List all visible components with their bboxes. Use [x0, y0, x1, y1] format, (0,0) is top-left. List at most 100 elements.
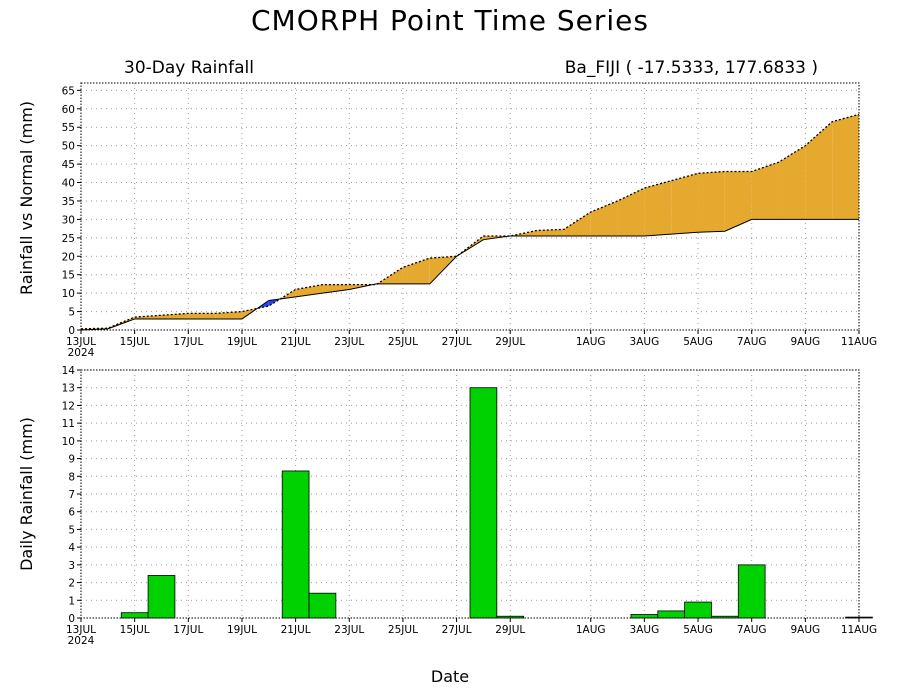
panel2-y-tick-label: 6 [68, 507, 75, 519]
daily-rainfall-bar [657, 610, 686, 619]
panel1-x-tick-label: 15JUL [120, 336, 150, 348]
above-normal-area [456, 235, 484, 257]
panel1-y-tick-label: 60 [62, 104, 75, 116]
above-normal-area [751, 162, 779, 220]
panel1-x-tick-label: 3AUG [630, 336, 660, 348]
above-normal-area [698, 171, 725, 233]
panel1-x-tick-label: 19JUL [227, 336, 257, 348]
panel2-x-tick-label: 1AUG [576, 624, 606, 636]
panel1-x-tick-label: 29JUL [495, 336, 525, 348]
panel1-x-tick-label: 17JUL [173, 336, 203, 348]
panel1-y-tick-label: 45 [62, 159, 75, 171]
panel2-y-tick-label: 7 [68, 489, 75, 501]
daily-rainfall-bar [684, 601, 712, 619]
panel1-frame [80, 82, 860, 331]
daily-rainfall-bars [120, 387, 873, 619]
daily-rainfall-bar [308, 592, 337, 619]
panel1-y-tick-label: 40 [62, 178, 75, 190]
panel2-y-tick-label: 0 [68, 613, 75, 625]
panel1-x-tick-label: 27JUL [442, 336, 472, 348]
daily-rainfall-bar [147, 575, 176, 619]
panel2-y-axis-label: Daily Rainfall (mm) [17, 417, 36, 571]
panel1-x-tick-label: 11AUG [841, 336, 877, 348]
above-normal-area [617, 188, 645, 236]
panel2-y-tick-label: 5 [68, 524, 75, 536]
panel2-y-tick-label: 9 [68, 454, 75, 466]
above-normal-area [805, 121, 833, 220]
daily-rainfall-bar [469, 387, 498, 619]
panel2-x-tick-label: 5AUG [683, 624, 713, 636]
panel2-y-tick-label: 11 [62, 418, 75, 430]
panel2-x-tick-label: 11AUG [841, 624, 877, 636]
panel1-x-tick-label: 7AUG [737, 336, 767, 348]
panel1-y-tick-label: 30 [62, 214, 75, 226]
daily-rainfall-bar [120, 612, 149, 619]
x-axis-label: Date [431, 667, 469, 686]
panel1-x-tick-label: 21JUL [281, 336, 311, 348]
above-normal-area [671, 173, 699, 235]
panel1-y-tick-label: 50 [62, 141, 75, 153]
above-normal-area [402, 258, 430, 284]
daily-rainfall-bar [281, 470, 310, 619]
panel1-y-tick-label: 20 [62, 251, 75, 263]
rainfall-difference-areas [81, 114, 859, 330]
panel2-x-tick-label: 7AUG [737, 624, 767, 636]
panel2-x-tick-label: 13JUL [66, 624, 96, 636]
panel2-y-tick-label: 2 [68, 578, 75, 590]
panel1-x-year-label: 2024 [68, 347, 95, 359]
panel2-y-tick-label: 8 [68, 471, 75, 483]
panel1-x-tick-label: 1AUG [576, 336, 606, 348]
panel2-x-tick-label: 27JUL [442, 624, 472, 636]
above-normal-area [778, 145, 806, 220]
panel2-y-tick-label: 13 [62, 383, 75, 395]
panel2-x-tick-label: 17JUL [173, 624, 203, 636]
panel1-y-axis-label: Rainfall vs Normal (mm) [17, 101, 36, 295]
panel2-y-tick-label: 4 [68, 542, 75, 554]
panel1-y-tick-label: 0 [68, 325, 75, 337]
above-normal-area [644, 180, 672, 236]
panel2-x-tick-label: 9AUG [791, 624, 821, 636]
panel1-x-tick-label: 23JUL [334, 336, 364, 348]
panel1-y-tick-label: 25 [62, 233, 75, 245]
panel1-x-tick-label: 9AUG [791, 336, 821, 348]
panel2-x-tick-label: 21JUL [281, 624, 311, 636]
panel1-subtitle-right: Ba_FIJI ( -17.5333, 177.6833 ) [565, 58, 818, 78]
daily-rainfall-bar [630, 614, 659, 619]
panel1-y-tick-label: 35 [62, 196, 75, 208]
panel2-y-tick-label: 12 [62, 400, 75, 412]
panel1-x-tick-label: 13JUL [66, 336, 96, 348]
panel2-y-tick-label: 10 [62, 436, 75, 448]
panel2-y-tick-label: 14 [62, 365, 76, 377]
panel1-gridlines [81, 83, 859, 330]
panel2-x-tick-label: 29JUL [495, 624, 525, 636]
panel1-y-tick-label: 65 [62, 85, 75, 97]
chart-title: CMORPH Point Time Series [251, 4, 649, 37]
above-normal-area [832, 114, 859, 220]
above-normal-area [322, 284, 350, 294]
daily-rainfall-bar [737, 564, 766, 619]
above-normal-area [563, 212, 591, 236]
panel2-y-tick-label: 3 [68, 560, 75, 572]
panel2-x-year-label: 2024 [68, 635, 95, 647]
panel1-y-tick-label: 5 [68, 307, 75, 319]
panel1-y-tick-label: 55 [62, 122, 75, 134]
panel2-x-tick-label: 15JUL [120, 624, 150, 636]
panel2-x-tick-label: 19JUL [227, 624, 257, 636]
above-normal-area [590, 200, 618, 236]
panel2-x-tick-label: 25JUL [388, 624, 418, 636]
panel1-y-tick-label: 15 [62, 270, 75, 282]
panel2-x-tick-label: 23JUL [334, 624, 364, 636]
above-normal-area [537, 229, 564, 236]
panel2-x-tick-label: 3AUG [630, 624, 660, 636]
above-normal-area [134, 315, 162, 319]
panel1-y-tick-label: 10 [62, 288, 75, 300]
cumulative-rainfall-panel: 0 5 10 15 20 25 30 35 40 45 50 55 60 65 13JUL 15JUL 17JU… [62, 82, 877, 359]
panel1-subtitle-left: 30-Day Rainfall [124, 58, 254, 78]
normal-rainfall-line [80, 218, 859, 331]
above-normal-area [215, 311, 242, 319]
panel2-y-tick-label: 1 [68, 595, 75, 607]
above-normal-area [188, 313, 216, 319]
daily-rainfall-bar [711, 615, 739, 619]
